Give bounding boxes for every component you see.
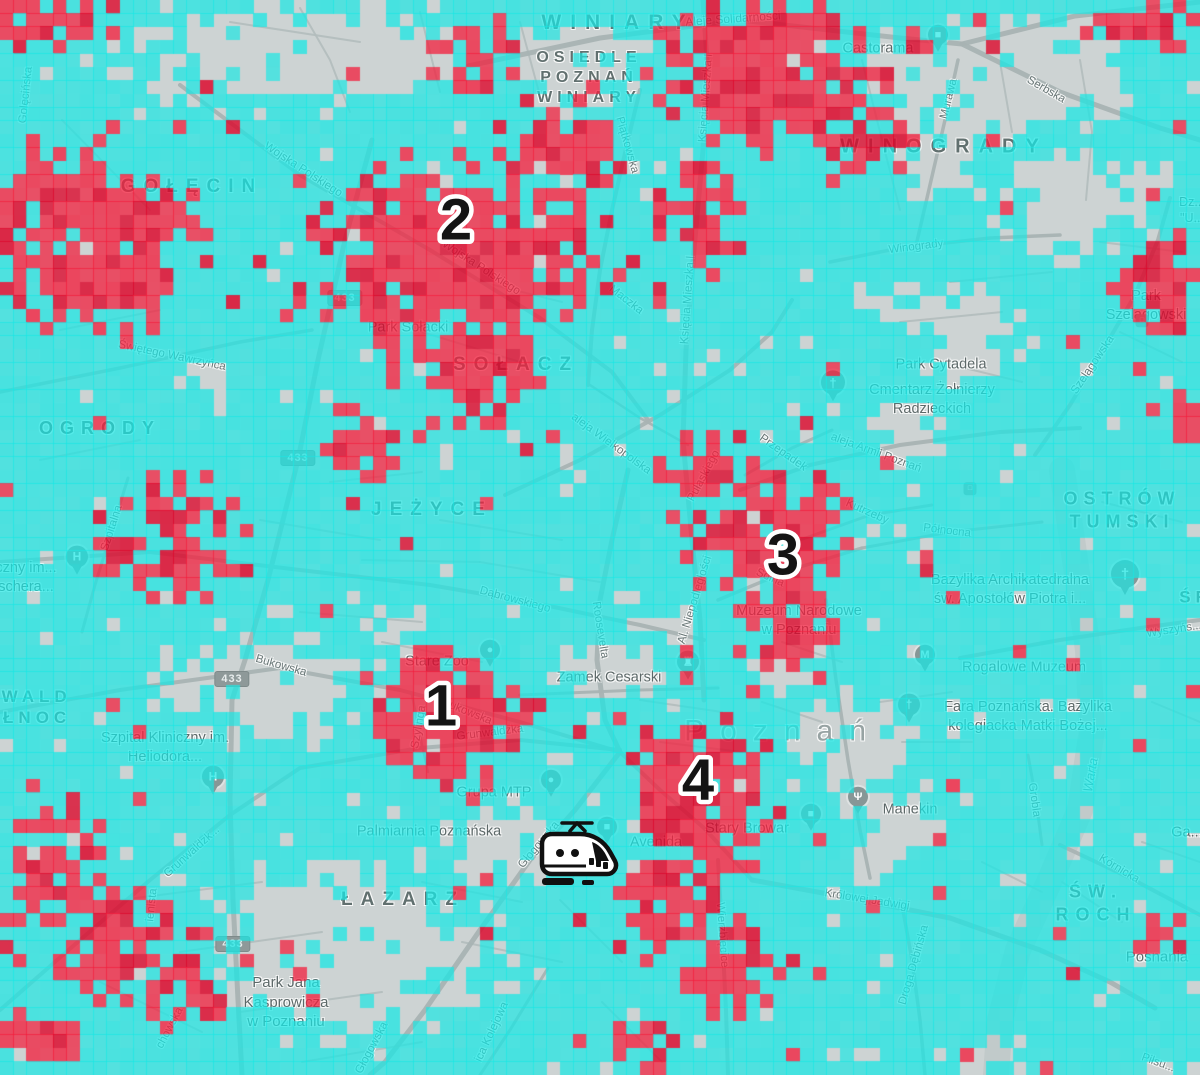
area-marker-1[interactable]: 1 [420,669,461,743]
train-station-icon[interactable] [530,814,622,892]
area-marker-2[interactable]: 2 [435,183,476,257]
area-marker-4[interactable]: 4 [677,743,718,817]
area-marker-3[interactable]: 3 [762,518,803,592]
